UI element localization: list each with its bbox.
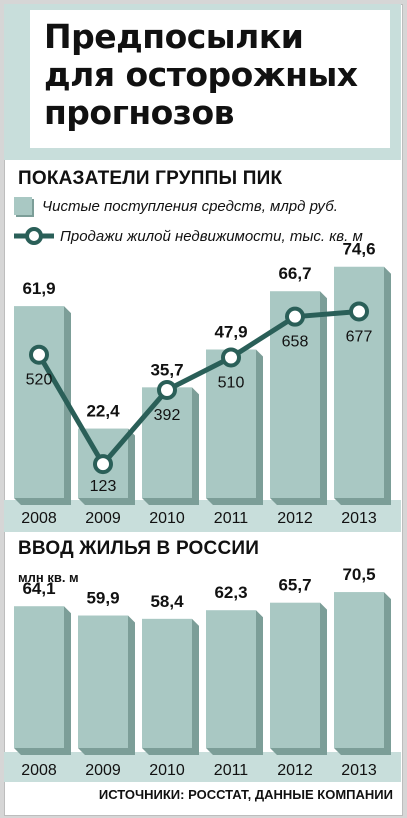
chart2-bar xyxy=(206,610,256,748)
chart2-bar-shadow xyxy=(142,618,199,755)
chart1-x-tick: 2009 xyxy=(85,510,121,527)
chart2-x-tick: 2012 xyxy=(277,762,313,779)
chart1-line-point xyxy=(157,379,177,400)
chart1-line-label: 392 xyxy=(154,407,181,424)
chart1-bar xyxy=(206,349,256,498)
chart1-bar-shadow xyxy=(334,266,391,505)
chart2-bar xyxy=(78,615,128,748)
chart1-bar-label: 74,6 xyxy=(342,240,375,259)
chart2-bar-shadow xyxy=(270,602,327,755)
title-line-2: для осторожных xyxy=(44,55,358,94)
chart2-x-tick: 2009 xyxy=(85,762,121,779)
legend-bar-swatch xyxy=(14,197,32,215)
chart1-bar-label: 35,7 xyxy=(150,360,183,379)
infographic-title: Предпосылки для осторожных прогнозов xyxy=(44,18,384,132)
legend-line-label: Продажи жилой недвижимости, тыс. кв. м xyxy=(60,227,363,245)
chart1-line-label: 123 xyxy=(90,478,117,495)
chart2-bar-shadow xyxy=(14,606,71,755)
chart2-bar-shadow xyxy=(78,615,135,755)
title-line-3: прогнозов xyxy=(44,93,235,132)
sources-note: ИСТОЧНИКИ: РОССТАТ, ДАННЫЕ КОМПАНИИ xyxy=(98,787,393,802)
chart2-unit-label: млн кв. м xyxy=(18,570,79,585)
chart1-bar-shadow xyxy=(14,306,71,505)
chart2-x-tick: 2010 xyxy=(149,762,185,779)
chart1-line-label: 510 xyxy=(218,374,245,391)
legend-item-line: Продажи жилой недвижимости, тыс. кв. м xyxy=(14,225,363,247)
chart1-bar-shadow xyxy=(142,387,199,505)
chart2-bar-label: 58,4 xyxy=(150,592,184,611)
chart2-bar-label: 62,3 xyxy=(214,583,247,602)
chart2-bar-label: 59,9 xyxy=(86,589,119,608)
chart1-bar-label: 22,4 xyxy=(86,402,120,421)
chart1-x-tick: 2010 xyxy=(149,510,185,527)
chart1-x-tick: 2011 xyxy=(214,510,249,527)
chart2-bar-label: 65,7 xyxy=(278,576,311,595)
chart1-line-point xyxy=(93,454,113,475)
chart1-bar-label: 47,9 xyxy=(214,323,247,342)
legend-item-bars: Чистые поступления средств, млрд руб. xyxy=(14,197,338,215)
chart2-bar-label: 64,1 xyxy=(22,579,55,598)
chart1-bar-shadow xyxy=(206,349,263,505)
chart2-bar xyxy=(142,618,192,748)
chart1-bar-label: 61,9 xyxy=(22,279,55,298)
chart2-x-tick: 2008 xyxy=(21,762,57,779)
chart1-line-label: 520 xyxy=(26,372,53,389)
chart1-line-point xyxy=(285,306,305,327)
chart1-bar xyxy=(14,306,64,498)
legend-bar-label: Чистые поступления средств, млрд руб. xyxy=(42,197,338,215)
chart2-bar xyxy=(334,592,384,748)
chart1-line-label: 677 xyxy=(346,328,373,345)
chart1-line-point xyxy=(349,301,369,322)
title-line-1: Предпосылки xyxy=(44,17,304,56)
chart1-x-tick: 2013 xyxy=(341,510,377,527)
chart2-x-tick: 2011 xyxy=(214,762,249,779)
chart1-title: ПОКАЗАТЕЛИ ГРУППЫ ПИК xyxy=(18,168,283,189)
legend-line-marker xyxy=(14,225,54,247)
title-panel xyxy=(30,10,390,148)
chart2-bar-shadow xyxy=(334,592,391,755)
chart2-bar-label: 70,5 xyxy=(342,565,375,584)
chart1-line-label: 658 xyxy=(282,334,309,351)
chart1-x-tick: 2008 xyxy=(21,510,57,527)
chart1-line-point xyxy=(29,344,49,365)
chart1-bar xyxy=(334,266,384,498)
chart2-bar-shadow xyxy=(206,610,263,755)
chart1-bar-label: 66,7 xyxy=(278,264,311,283)
chart2-axis-band xyxy=(4,752,401,782)
chart1-axis-band xyxy=(4,500,401,532)
chart2-bar xyxy=(14,606,64,748)
chart2-title: ВВОД ЖИЛЬЯ В РОССИИ xyxy=(18,538,260,559)
chart1-sales-line xyxy=(36,308,360,467)
chart2-bar xyxy=(270,602,320,748)
chart1-bar xyxy=(142,387,192,498)
chart1-x-tick: 2012 xyxy=(277,510,313,527)
chart2-x-tick: 2013 xyxy=(341,762,377,779)
chart1-line-point xyxy=(221,347,241,368)
